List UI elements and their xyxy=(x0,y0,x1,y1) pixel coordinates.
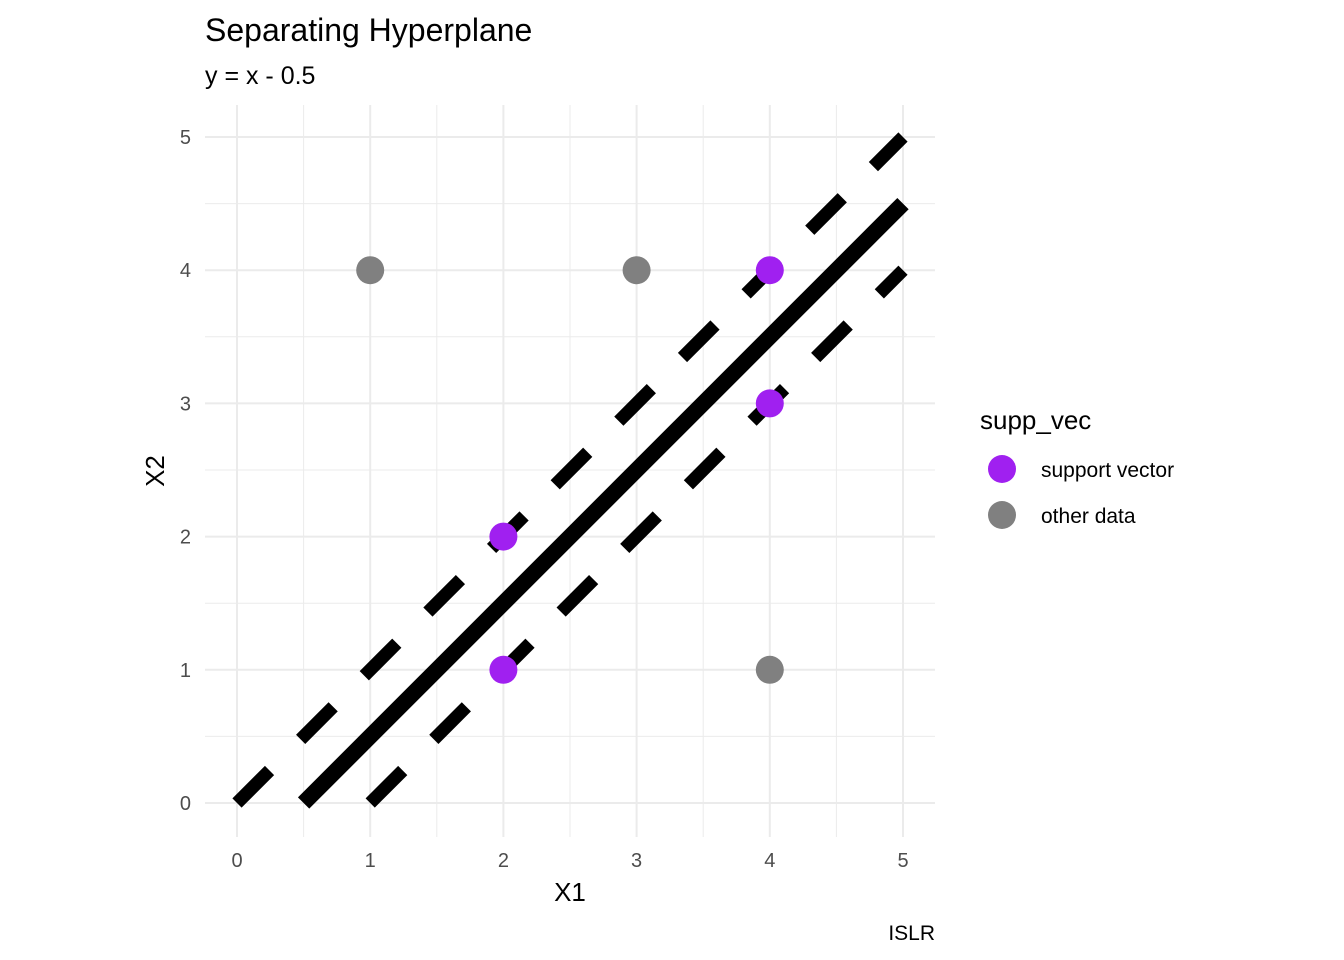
legend-entry-other-data: other data xyxy=(988,501,1136,529)
legend-swatch-other-data xyxy=(988,501,1016,529)
y-axis-ticks: 0 1 2 3 4 5 xyxy=(180,127,191,815)
margin-line-1 xyxy=(232,132,908,808)
chart-title: Separating Hyperplane xyxy=(205,12,532,48)
chart-subtitle: y = x - 0.5 xyxy=(205,62,315,90)
point-other-data xyxy=(356,256,385,285)
point-other-data xyxy=(755,655,784,684)
point-support-vector xyxy=(755,256,784,285)
legend-title: supp_vec xyxy=(980,405,1091,435)
point-support-vector xyxy=(755,389,784,418)
x-tick-label: 0 xyxy=(231,850,242,872)
x-tick-label: 5 xyxy=(897,850,908,872)
point-support-vector xyxy=(489,655,518,684)
x-axis-ticks: 0 1 2 3 4 5 xyxy=(231,850,908,872)
grid-minor xyxy=(205,105,935,837)
legend: supp_vec support vector other data xyxy=(980,405,1174,529)
margin-line-2 xyxy=(365,265,908,808)
y-tick-label: 4 xyxy=(180,260,191,282)
y-tick-label: 5 xyxy=(180,127,191,149)
y-tick-label: 2 xyxy=(180,527,191,549)
y-axis-title: X2 xyxy=(140,455,170,487)
legend-entry-support-vector: support vector xyxy=(988,455,1174,483)
x-axis-title: X1 xyxy=(554,877,586,907)
chart-caption: ISLR xyxy=(888,922,935,945)
x-tick-label: 3 xyxy=(631,850,642,872)
y-tick-label: 1 xyxy=(180,660,191,682)
y-tick-label: 3 xyxy=(180,393,191,415)
point-other-data xyxy=(622,256,651,285)
hyperplane-line xyxy=(297,197,909,809)
legend-label-support-vector: support vector xyxy=(1041,459,1174,482)
legend-label-other-data: other data xyxy=(1041,505,1136,528)
y-tick-label: 0 xyxy=(180,793,191,815)
point-support-vector xyxy=(489,522,518,551)
x-tick-label: 1 xyxy=(365,850,376,872)
x-tick-label: 4 xyxy=(764,850,775,872)
data-points xyxy=(356,256,784,684)
legend-swatch-support-vector xyxy=(988,455,1016,483)
hyperplane-lines xyxy=(232,132,909,809)
x-tick-label: 2 xyxy=(498,850,509,872)
